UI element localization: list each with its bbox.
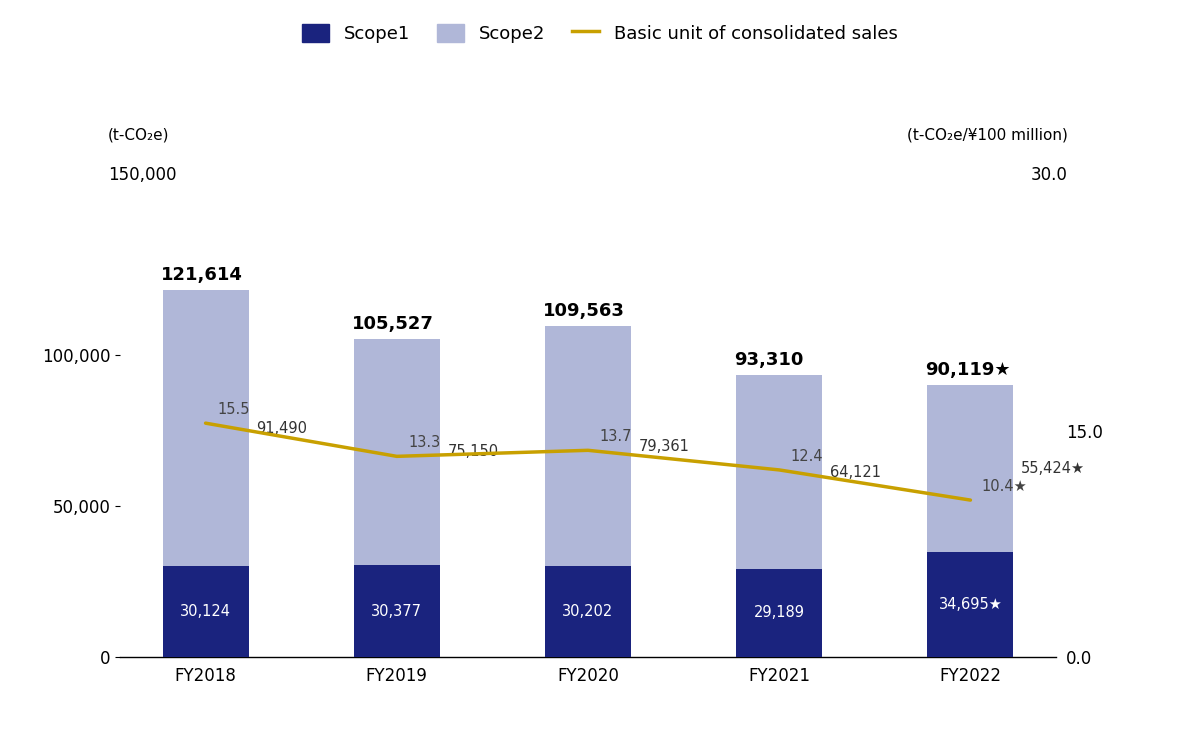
Text: 30,377: 30,377 xyxy=(371,604,422,618)
Bar xyxy=(354,339,440,565)
Text: 93,310: 93,310 xyxy=(734,351,804,369)
Text: 30.0: 30.0 xyxy=(1031,166,1068,184)
Text: (t-CO₂e/¥100 million): (t-CO₂e/¥100 million) xyxy=(907,127,1068,142)
Bar xyxy=(354,565,440,657)
Bar xyxy=(162,290,248,566)
Text: 30,124: 30,124 xyxy=(180,604,232,619)
Text: 13.7: 13.7 xyxy=(600,429,632,445)
Text: (t-CO₂e): (t-CO₂e) xyxy=(108,127,169,142)
Text: 55,424★: 55,424★ xyxy=(1021,461,1085,476)
Text: 75,150: 75,150 xyxy=(448,445,498,459)
Text: 34,695★: 34,695★ xyxy=(938,597,1002,612)
Text: 15.5: 15.5 xyxy=(217,402,250,417)
Text: 79,361: 79,361 xyxy=(638,439,690,453)
Text: 10.4★: 10.4★ xyxy=(982,479,1027,494)
Bar xyxy=(928,385,1014,553)
Text: 12.4: 12.4 xyxy=(791,449,823,464)
Bar xyxy=(928,553,1014,657)
Bar xyxy=(545,326,631,566)
Bar xyxy=(736,375,822,569)
Text: 91,490: 91,490 xyxy=(257,420,307,436)
Text: 150,000: 150,000 xyxy=(108,166,176,184)
Bar xyxy=(162,566,248,657)
Text: 64,121: 64,121 xyxy=(830,465,881,480)
Text: 121,614: 121,614 xyxy=(161,266,242,284)
Legend: Scope1, Scope2, Basic unit of consolidated sales: Scope1, Scope2, Basic unit of consolidat… xyxy=(295,16,905,50)
Bar xyxy=(545,566,631,657)
Text: 105,527: 105,527 xyxy=(352,315,433,333)
Text: 109,563: 109,563 xyxy=(544,302,625,320)
Bar xyxy=(736,569,822,657)
Text: 30,202: 30,202 xyxy=(563,604,613,619)
Text: 13.3: 13.3 xyxy=(408,435,440,450)
Text: 29,189: 29,189 xyxy=(754,605,805,620)
Text: 90,119★: 90,119★ xyxy=(925,361,1010,379)
